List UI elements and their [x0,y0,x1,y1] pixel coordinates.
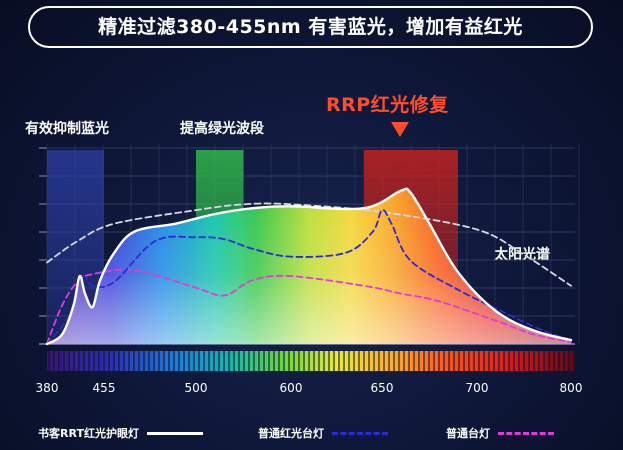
sunlight-label: 太阳光谱 [494,247,550,263]
headline-banner: 精准过滤380-455nm 有害蓝光，增加有益红光 [28,6,593,48]
series-rrt-line [45,187,573,346]
legend-solid-line-icon [146,431,203,435]
x-tick-label: 800 [560,381,583,395]
legend-label: 普通台灯 [446,427,490,440]
spectrum-area [47,188,571,344]
x-tick-label: 380 [36,381,59,395]
legend-dashed-line-icon [332,431,388,435]
x-tick-label: 455 [93,381,116,395]
series-red-lamp-line [46,209,572,345]
red-band-label: RRP红光修复 [326,94,449,116]
spectrum-strip-ticks [47,351,575,371]
series-lines [45,187,573,346]
x-tick-labels: 380 455 500 600 650 700 800 [36,381,583,395]
green-band-label: 提高绿光波段 [180,121,264,137]
series-sunlight-line [46,202,572,287]
spectrum-fill-fade [47,188,571,344]
legend-dashed-line-icon [498,431,554,435]
x-tick-label: 600 [280,381,303,395]
x-axis [47,351,575,371]
x-tick-label: 650 [371,381,394,395]
blue-band-label: 有效抑制蓝光 [25,121,109,137]
legend-label: 普通红光台灯 [258,427,324,440]
legend-item-red-lamp: 普通红光台灯 [258,424,388,442]
legend-item-rrt: 书客RRT红光护眼灯 [38,424,203,442]
x-tick-label: 700 [466,381,489,395]
legend-label: 书客RRT红光护眼灯 [38,427,139,440]
legend-item-ordinary-lamp: 普通台灯 [446,424,554,442]
x-tick-label: 500 [185,381,208,395]
down-arrow-icon [391,122,409,137]
